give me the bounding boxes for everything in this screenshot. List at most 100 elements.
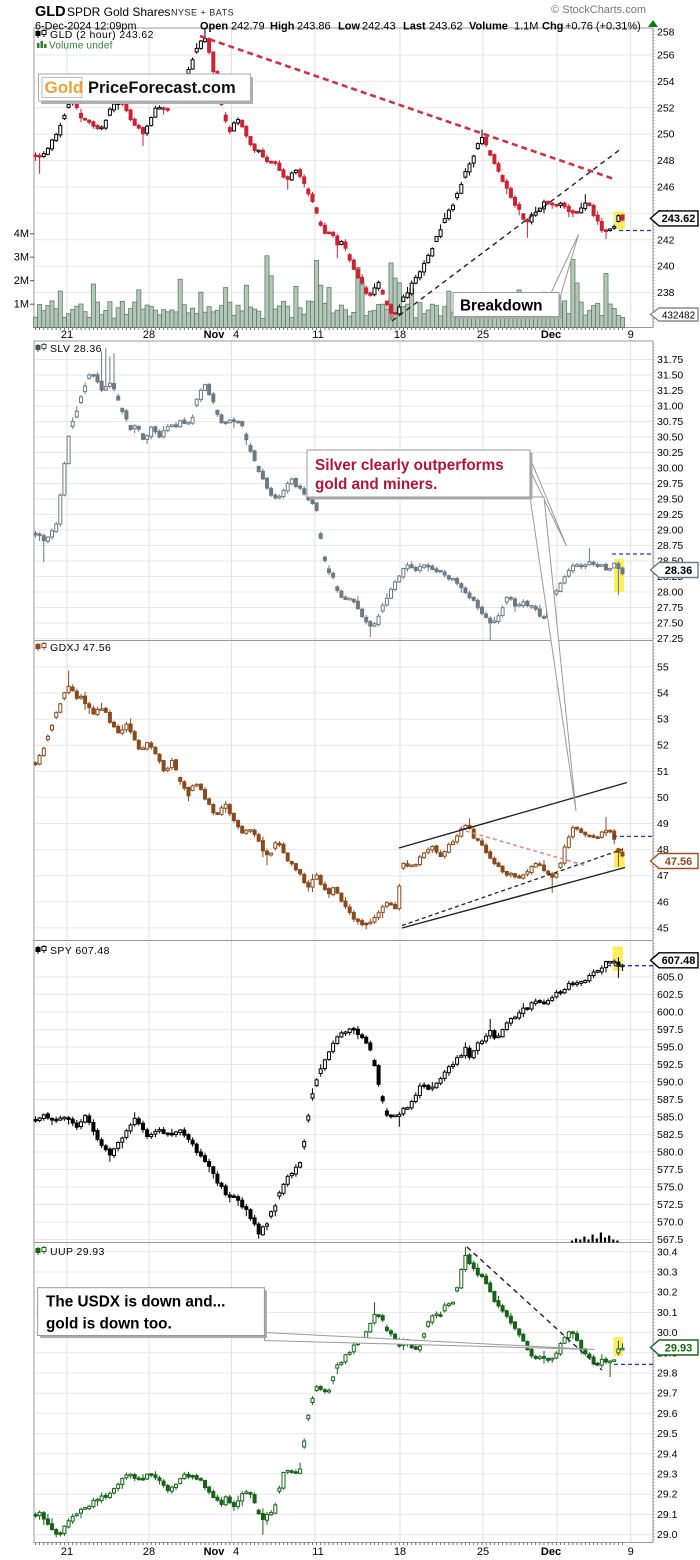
svg-text:582.5: 582.5 — [657, 1129, 683, 1141]
svg-text:48: 48 — [657, 844, 669, 856]
svg-text:243.62: 243.62 — [429, 21, 463, 33]
svg-text:242.43: 242.43 — [362, 21, 396, 33]
svg-text:31.25: 31.25 — [657, 385, 683, 397]
svg-text:29.6: 29.6 — [657, 1408, 678, 1420]
svg-text:570.0: 570.0 — [657, 1217, 683, 1229]
svg-text:53: 53 — [657, 714, 669, 726]
svg-text:602.5: 602.5 — [657, 989, 683, 1001]
svg-text:50: 50 — [657, 792, 669, 804]
svg-text:55: 55 — [657, 661, 669, 673]
svg-text:30.25: 30.25 — [657, 447, 683, 459]
svg-text:27.50: 27.50 — [657, 618, 683, 630]
svg-text:243.86: 243.86 — [297, 21, 331, 33]
svg-text:Low: Low — [338, 21, 360, 33]
svg-text:30.0: 30.0 — [657, 1327, 678, 1339]
svg-text:30.1: 30.1 — [657, 1307, 678, 1319]
svg-text:29.0: 29.0 — [657, 1529, 678, 1541]
svg-text:Nov: Nov — [204, 329, 226, 341]
svg-text:585.0: 585.0 — [657, 1112, 683, 1124]
svg-text:UUP 29.93: UUP 29.93 — [50, 1246, 105, 1258]
svg-text:31.00: 31.00 — [657, 401, 683, 413]
svg-text:6-Dec-2024 12:09pm: 6-Dec-2024 12:09pm — [35, 21, 136, 33]
svg-text:29.1: 29.1 — [657, 1509, 678, 1521]
svg-text:1M: 1M — [14, 299, 29, 311]
svg-text:9: 9 — [628, 329, 634, 341]
svg-text:gold is down too.: gold is down too. — [46, 1316, 172, 1333]
svg-text:600.0: 600.0 — [657, 1007, 683, 1019]
svg-text:High: High — [270, 21, 295, 33]
svg-text:1.1M: 1.1M — [514, 21, 538, 33]
svg-text:Dec: Dec — [541, 1546, 561, 1558]
svg-text:46: 46 — [657, 896, 669, 908]
svg-text:605.0: 605.0 — [657, 972, 683, 984]
svg-text:595.0: 595.0 — [657, 1042, 683, 1054]
svg-text:29.93: 29.93 — [665, 1342, 693, 1354]
svg-text:597.5: 597.5 — [657, 1024, 683, 1036]
svg-text:31.50: 31.50 — [657, 370, 683, 382]
svg-text:29.00: 29.00 — [657, 525, 683, 537]
svg-text:4M: 4M — [14, 228, 29, 240]
svg-text:575.0: 575.0 — [657, 1182, 683, 1194]
svg-text:577.5: 577.5 — [657, 1164, 683, 1176]
svg-text:18: 18 — [394, 329, 406, 341]
svg-text:+0.76 (+0.31%): +0.76 (+0.31%) — [565, 21, 641, 33]
svg-text:11: 11 — [312, 329, 323, 341]
svg-text:27.75: 27.75 — [657, 602, 683, 614]
svg-text:30.50: 30.50 — [657, 432, 683, 444]
svg-text:Last: Last — [403, 21, 426, 33]
svg-text:243.62: 243.62 — [662, 213, 696, 225]
svg-text:Gold: Gold — [45, 78, 84, 97]
svg-text:Dec: Dec — [541, 329, 561, 341]
svg-text:252: 252 — [657, 102, 675, 114]
svg-text:29.5: 29.5 — [657, 1428, 678, 1440]
svg-text:30.4: 30.4 — [657, 1246, 678, 1258]
svg-text:29.25: 29.25 — [657, 509, 683, 521]
svg-text:PriceForecast.com: PriceForecast.com — [88, 79, 236, 97]
svg-text:29.3: 29.3 — [657, 1469, 678, 1481]
svg-text:SPDR Gold Shares: SPDR Gold Shares — [67, 5, 170, 19]
svg-text:Breakdown: Breakdown — [460, 298, 542, 315]
svg-text:GDXJ 47.56: GDXJ 47.56 — [50, 642, 111, 654]
svg-text:31.75: 31.75 — [657, 354, 683, 366]
svg-text:250: 250 — [657, 129, 675, 141]
svg-text:4: 4 — [233, 1546, 239, 1558]
svg-text:gold and miners.: gold and miners. — [315, 476, 437, 493]
svg-text:30.75: 30.75 — [657, 416, 683, 428]
svg-text:590.0: 590.0 — [657, 1077, 683, 1089]
svg-text:587.5: 587.5 — [657, 1094, 683, 1106]
svg-text:567.5: 567.5 — [657, 1234, 683, 1246]
svg-text:254: 254 — [657, 76, 675, 88]
svg-text:28: 28 — [143, 329, 155, 341]
svg-text:18: 18 — [394, 1546, 406, 1558]
svg-text:28.36: 28.36 — [665, 565, 693, 577]
svg-text:256: 256 — [657, 50, 675, 62]
svg-text:3M: 3M — [14, 252, 29, 264]
svg-text:29.4: 29.4 — [657, 1448, 678, 1460]
svg-text:25: 25 — [477, 1546, 489, 1558]
svg-text:580.0: 580.0 — [657, 1147, 683, 1159]
svg-text:11: 11 — [312, 1546, 323, 1558]
svg-text:© StockCharts.com: © StockCharts.com — [551, 4, 646, 16]
svg-text:45: 45 — [657, 922, 669, 934]
svg-text:GLD: GLD — [35, 4, 66, 20]
svg-text:49: 49 — [657, 818, 669, 830]
svg-text:258: 258 — [657, 27, 675, 39]
svg-text:9: 9 — [628, 1546, 634, 1558]
svg-text:30.00: 30.00 — [657, 463, 683, 475]
svg-text:SLV 28.36: SLV 28.36 — [50, 343, 102, 355]
svg-text:572.5: 572.5 — [657, 1199, 683, 1211]
svg-text:29.2: 29.2 — [657, 1489, 678, 1501]
svg-text:47: 47 — [657, 870, 669, 882]
svg-text:Volume undef: Volume undef — [49, 41, 113, 52]
svg-text:Silver clearly outperforms: Silver clearly outperforms — [315, 457, 504, 474]
svg-text:51: 51 — [657, 766, 669, 778]
svg-text:52: 52 — [657, 740, 669, 752]
svg-text:GLD (2 hour) 243.62: GLD (2 hour) 243.62 — [50, 29, 154, 41]
svg-text:25: 25 — [477, 329, 489, 341]
svg-text:29.50: 29.50 — [657, 494, 683, 506]
svg-text:592.5: 592.5 — [657, 1059, 683, 1071]
svg-text:248: 248 — [657, 155, 675, 167]
svg-text:240: 240 — [657, 261, 675, 273]
svg-text:242: 242 — [657, 234, 675, 246]
svg-text:238: 238 — [657, 287, 675, 299]
